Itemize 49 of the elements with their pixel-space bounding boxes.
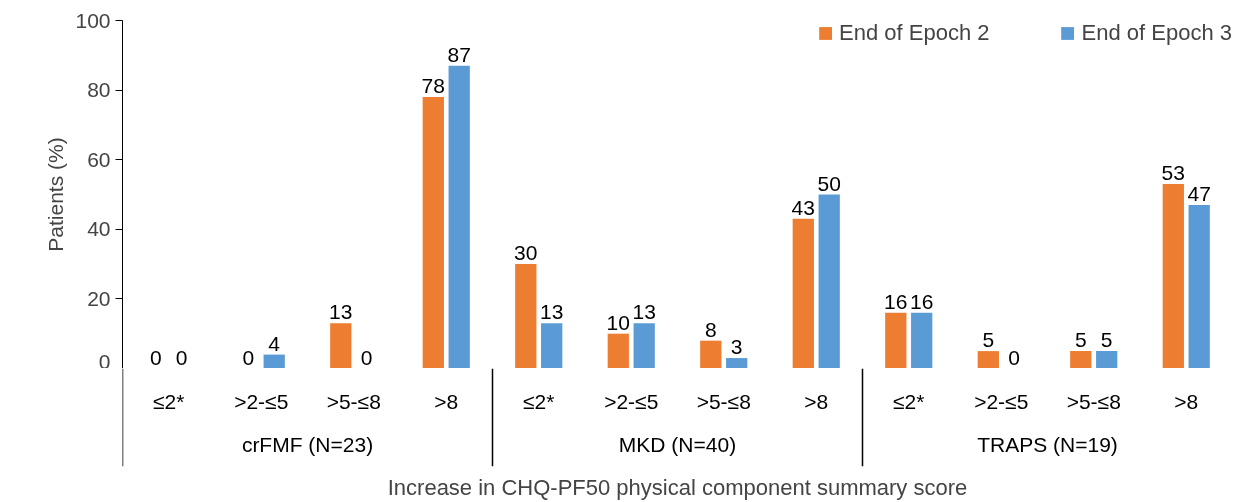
x-tick-label: >5-≤8 — [1066, 390, 1121, 414]
y-tick-label: 20 — [87, 286, 111, 310]
data-label: 13 — [632, 300, 656, 324]
data-label: 30 — [514, 241, 538, 265]
y-tick-label: 40 — [87, 217, 111, 241]
data-label: 78 — [421, 74, 445, 98]
data-label: 0 — [149, 345, 162, 369]
legend-label: End of Epoch 2 — [839, 20, 990, 46]
data-label: 13 — [540, 300, 564, 324]
data-label: 50 — [817, 171, 841, 195]
x-axis-title: Increase in CHQ-PF50 physical component summary score — [387, 474, 968, 500]
x-tick-label: >2-≤5 — [234, 390, 289, 414]
x-tick-label: >5-≤8 — [696, 390, 751, 414]
x-tick-label: ≤2* — [893, 390, 925, 414]
x-tick-label: >8 — [434, 390, 459, 414]
data-label: 5 — [1100, 328, 1113, 352]
data-label: 0 — [1008, 345, 1021, 369]
data-label: 47 — [1187, 181, 1211, 205]
data-label: 5 — [1074, 328, 1087, 352]
y-tick-label: 0 — [98, 349, 111, 373]
data-label: 0 — [242, 345, 255, 369]
x-tick-label: >8 — [804, 390, 829, 414]
y-tick-label: 60 — [87, 147, 111, 171]
data-label: 0 — [175, 345, 188, 369]
data-label: 13 — [329, 300, 353, 324]
x-tick-label: >5-≤8 — [326, 390, 381, 414]
legend-label: End of Epoch 3 — [1081, 20, 1232, 46]
text: MKD (N=40) — [618, 433, 737, 457]
text: crFMF (N=23) — [241, 433, 374, 457]
data-label: 16 — [910, 289, 934, 313]
data-label: 3 — [730, 335, 743, 359]
x-tick-label: >8 — [1174, 390, 1199, 414]
data-label: 0 — [360, 345, 373, 369]
data-label: 8 — [704, 317, 717, 341]
data-label: 43 — [791, 195, 815, 219]
data-label: 53 — [1161, 161, 1185, 185]
text: TRAPS (N=19) — [977, 433, 1118, 457]
y-axis-title: Patients (%) — [44, 137, 68, 252]
data-label: 16 — [884, 289, 908, 313]
data-label: 87 — [447, 42, 471, 66]
x-tick-label: ≤2* — [153, 390, 185, 414]
y-tick-label: 100 — [75, 8, 111, 32]
x-tick-label: >2-≤5 — [604, 390, 659, 414]
x-tick-label: ≤2* — [523, 390, 555, 414]
data-label: 10 — [606, 310, 630, 334]
y-tick-label: 80 — [87, 78, 111, 102]
data-label: 4 — [268, 331, 281, 355]
data-label: 5 — [982, 328, 995, 352]
x-tick-label: >2-≤5 — [974, 390, 1029, 414]
